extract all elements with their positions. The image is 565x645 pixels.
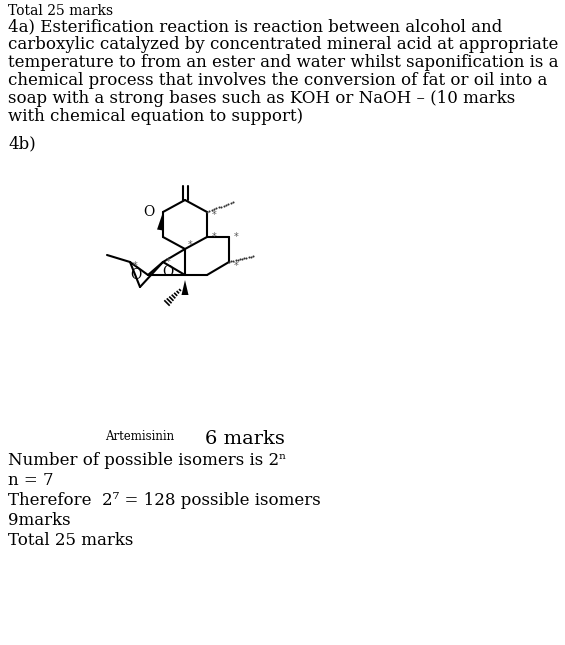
Text: 6 marks: 6 marks xyxy=(205,430,285,448)
Text: Total 25 marks: Total 25 marks xyxy=(8,532,133,549)
Text: Therefore  2⁷ = 128 possible isomers: Therefore 2⁷ = 128 possible isomers xyxy=(8,492,321,509)
Text: temperature to from an ester and water whilst saponification is a: temperature to from an ester and water w… xyxy=(8,54,558,71)
Text: *: * xyxy=(133,261,137,271)
Text: *: * xyxy=(212,232,216,242)
Text: 9marks: 9marks xyxy=(8,512,71,529)
Text: soap with a strong bases such as KOH or NaOH – (10 marks: soap with a strong bases such as KOH or … xyxy=(8,90,515,107)
Text: with chemical equation to support): with chemical equation to support) xyxy=(8,108,303,125)
Polygon shape xyxy=(181,280,189,295)
Text: chemical process that involves the conversion of fat or oil into a: chemical process that involves the conve… xyxy=(8,72,547,89)
Text: O: O xyxy=(162,265,173,279)
Text: *: * xyxy=(166,257,171,267)
Text: Total 25 marks: Total 25 marks xyxy=(8,4,113,18)
Text: 4b): 4b) xyxy=(8,135,36,152)
Text: *: * xyxy=(233,232,238,242)
Text: *: * xyxy=(212,210,216,220)
Text: n = 7: n = 7 xyxy=(8,472,54,489)
Text: O: O xyxy=(144,205,155,219)
Text: *: * xyxy=(188,240,192,250)
Polygon shape xyxy=(157,212,163,230)
Text: carboxylic catalyzed by concentrated mineral acid at appropriate: carboxylic catalyzed by concentrated min… xyxy=(8,36,558,53)
Text: O: O xyxy=(131,268,142,282)
Text: Artemisinin: Artemisinin xyxy=(105,430,174,443)
Text: 4a) Esterification reaction is reaction between alcohol and: 4a) Esterification reaction is reaction … xyxy=(8,18,502,35)
Text: Number of possible isomers is 2ⁿ: Number of possible isomers is 2ⁿ xyxy=(8,452,286,469)
Text: *: * xyxy=(233,261,238,271)
